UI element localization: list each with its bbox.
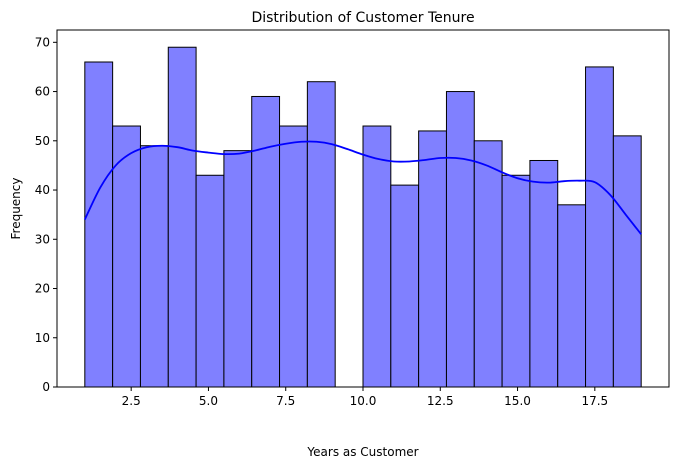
bars-group <box>84 46 642 388</box>
x-axis-ticks: 2.5 5.0 7.5 10.0 12.5 15.0 17.5 <box>122 387 608 408</box>
x-tick-label: 7.5 <box>276 394 295 408</box>
histogram-bar <box>84 61 114 388</box>
histogram-bar <box>195 174 225 388</box>
chart-title: Distribution of Customer Tenure <box>251 10 474 26</box>
histogram-bar <box>362 125 392 388</box>
histogram-bar <box>306 81 336 388</box>
x-tick-label: 12.5 <box>427 394 454 408</box>
x-tick-label: 17.5 <box>581 394 608 408</box>
histogram-bar <box>251 95 281 388</box>
histogram-bar <box>418 130 447 388</box>
histogram-bar <box>445 91 475 388</box>
histogram-bar <box>390 184 420 388</box>
y-tick-label: 10 <box>35 331 50 345</box>
y-tick-label: 30 <box>35 232 50 246</box>
histogram-bar <box>112 125 141 388</box>
y-tick-label: 0 <box>42 380 50 394</box>
x-axis-title: Years as Customer <box>306 445 418 459</box>
x-tick-label: 2.5 <box>122 394 141 408</box>
x-tick-label: 5.0 <box>199 394 218 408</box>
kde-curve <box>84 140 642 235</box>
y-tick-label: 70 <box>35 35 50 49</box>
y-axis-title: Frequency <box>9 178 23 240</box>
histogram-bar <box>557 204 587 388</box>
y-tick-label: 40 <box>35 183 50 197</box>
x-tick-label: 15.0 <box>504 394 531 408</box>
histogram-bar <box>167 46 197 388</box>
y-tick-label: 60 <box>35 85 50 99</box>
x-tick-label: 10.0 <box>350 394 377 408</box>
y-tick-label: 20 <box>35 282 50 296</box>
histogram-bar <box>279 125 308 388</box>
histogram-bar <box>529 159 559 388</box>
histogram-bar <box>223 150 253 388</box>
histogram-bar <box>139 145 169 388</box>
histogram-bar <box>501 174 531 388</box>
histogram-bar <box>585 66 614 388</box>
y-axis-ticks: 0 10 20 30 40 50 60 70 <box>35 35 57 394</box>
histogram-bar <box>612 135 642 388</box>
y-tick-label: 50 <box>35 134 50 148</box>
histogram-bar <box>473 140 503 388</box>
